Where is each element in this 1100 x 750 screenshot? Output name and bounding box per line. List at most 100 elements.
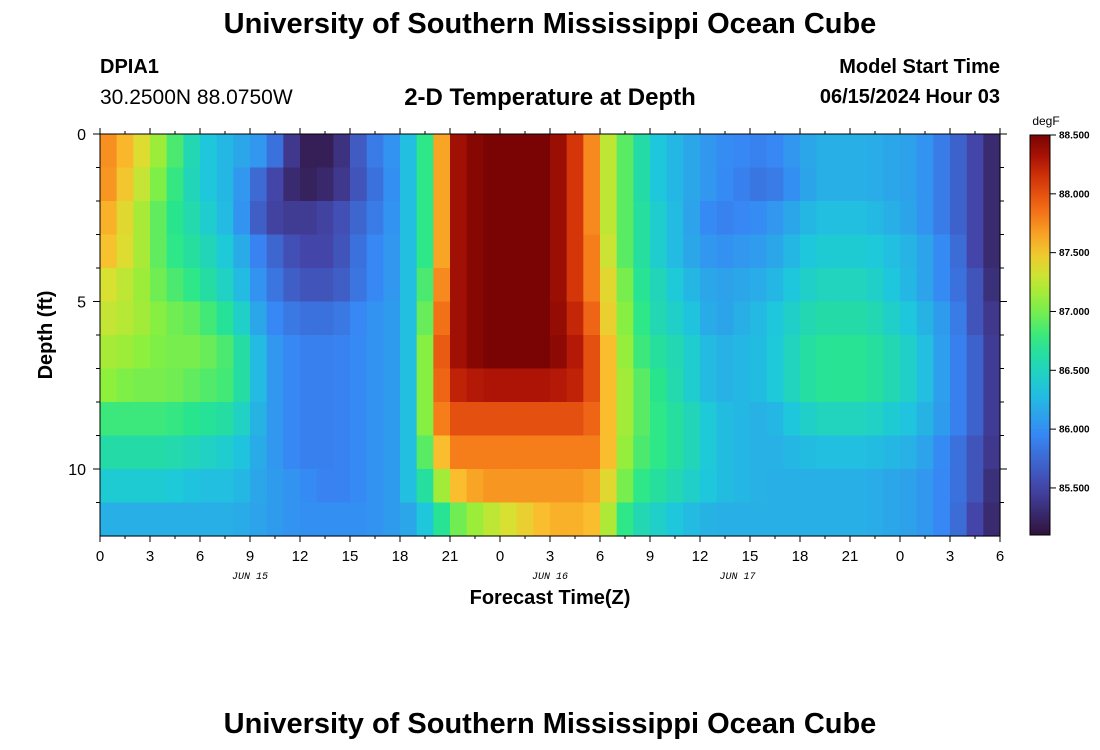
heatmap-cell: [783, 134, 801, 169]
heatmap-cell: [100, 335, 118, 370]
heatmap-cell: [566, 435, 584, 470]
heatmap-cell: [500, 502, 518, 537]
heatmap-cell: [266, 268, 284, 303]
heatmap-cell: [800, 301, 818, 336]
heatmap-cell: [833, 469, 851, 504]
heatmap-cell: [833, 335, 851, 370]
heatmap-cell: [300, 268, 318, 303]
heatmap-cell: [433, 268, 451, 303]
heatmap-cell: [150, 268, 168, 303]
heatmap-cell: [466, 167, 484, 202]
heatmap-cell: [716, 268, 734, 303]
heatmap-cell: [900, 234, 918, 269]
heatmap-cell: [100, 201, 118, 236]
heatmap-cell: [983, 268, 1001, 303]
heatmap-cell: [183, 335, 201, 370]
heatmap-cell: [483, 201, 501, 236]
heatmap-cell: [766, 234, 784, 269]
heatmap-cell: [650, 402, 668, 437]
heatmap-cell: [866, 368, 884, 403]
heatmap-cell: [383, 201, 401, 236]
heatmap-cell: [583, 335, 601, 370]
heatmap-cell: [400, 167, 418, 202]
heatmap-cell: [583, 368, 601, 403]
heatmap-cell: [350, 368, 368, 403]
heatmap-cell: [983, 335, 1001, 370]
heatmap-cell: [100, 502, 118, 537]
heatmap-cell: [633, 234, 651, 269]
heatmap-cell: [633, 301, 651, 336]
heatmap-cell: [900, 301, 918, 336]
x-tick-label: 6: [196, 548, 204, 565]
heatmap-cell: [133, 134, 151, 169]
heatmap-cell: [416, 134, 434, 169]
heatmap-cell: [166, 268, 184, 303]
heatmap-cell: [833, 167, 851, 202]
heatmap-cell: [683, 368, 701, 403]
heatmap-cell: [366, 402, 384, 437]
x-tick-label: 0: [896, 548, 904, 565]
heatmap-cell: [533, 234, 551, 269]
heatmap-cell: [633, 268, 651, 303]
heatmap-cell: [783, 435, 801, 470]
heatmap-cell: [700, 435, 718, 470]
heatmap-cell: [600, 402, 618, 437]
heatmap-cell: [416, 469, 434, 504]
heatmap-cell: [416, 268, 434, 303]
heatmap-cell: [766, 268, 784, 303]
heatmap-cell: [466, 201, 484, 236]
heatmap-cell: [166, 134, 184, 169]
heatmap-cell: [716, 134, 734, 169]
heatmap-cell: [700, 268, 718, 303]
y-axis-label: Depth (ft): [35, 291, 57, 380]
heatmap-cell: [166, 201, 184, 236]
heatmap-cell: [433, 134, 451, 169]
heatmap-cell: [600, 301, 618, 336]
heatmap-cell: [733, 134, 751, 169]
heatmap-cell: [966, 134, 984, 169]
heatmap-cell: [366, 435, 384, 470]
heatmap-cell: [500, 435, 518, 470]
heatmap-cell: [566, 301, 584, 336]
heatmap-cell: [433, 201, 451, 236]
heatmap-cell: [833, 301, 851, 336]
heatmap-cell: [866, 301, 884, 336]
heatmap-cell: [250, 301, 268, 336]
heatmap-cell: [833, 234, 851, 269]
heatmap-cell: [816, 167, 834, 202]
heatmap-cell: [633, 368, 651, 403]
heatmap-cell: [916, 234, 934, 269]
heatmap-cell: [500, 301, 518, 336]
heatmap-cell: [133, 201, 151, 236]
heatmap-cell: [566, 234, 584, 269]
heatmap-cell: [266, 134, 284, 169]
heatmap-cell: [633, 335, 651, 370]
heatmap-cell: [533, 301, 551, 336]
heatmap-cell: [200, 268, 218, 303]
heatmap-cell: [400, 301, 418, 336]
heatmap-cell: [916, 335, 934, 370]
colorbar-ticks: 88.500 88.000 87.500 87.000 86.500 86.000 85.5…: [1050, 131, 1090, 494]
heatmap-cell: [183, 502, 201, 537]
heatmap-cell: [666, 201, 684, 236]
heatmap-cell: [300, 234, 318, 269]
heatmap-cell: [200, 167, 218, 202]
heatmap-cell: [883, 502, 901, 537]
heatmap-cell: [850, 134, 868, 169]
heatmap-cell: [433, 435, 451, 470]
heatmap-cell: [300, 167, 318, 202]
heatmap-cell: [316, 201, 334, 236]
heatmap-cell: [183, 435, 201, 470]
heatmap-cell: [466, 435, 484, 470]
heatmap-cell: [133, 502, 151, 537]
heatmap-cell: [250, 502, 268, 537]
heatmap-cell: [933, 134, 951, 169]
heatmap-cell: [416, 435, 434, 470]
heatmap-cell: [550, 201, 568, 236]
heatmap-cell: [800, 469, 818, 504]
heatmap-cell: [416, 335, 434, 370]
heatmap-cell: [566, 502, 584, 537]
heatmap-cell: [450, 268, 468, 303]
heatmap-cell: [883, 301, 901, 336]
heatmap-cell: [550, 368, 568, 403]
